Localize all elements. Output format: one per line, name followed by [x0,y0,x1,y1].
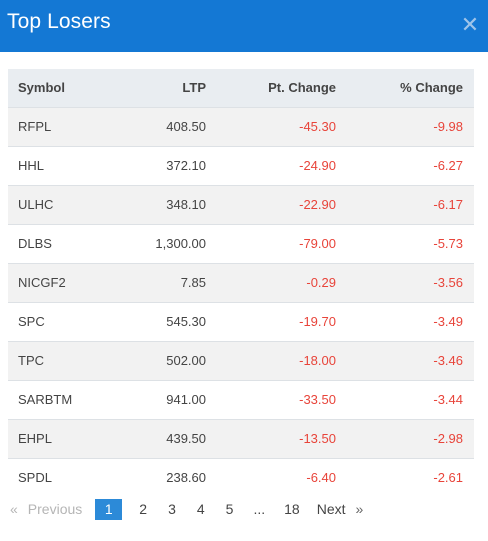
losers-table: Symbol LTP Pt. Change % Change RFPL 408.5… [8,69,474,497]
table-row[interactable]: SPDL 238.60 -6.40 -2.61 [8,457,474,497]
table-row[interactable]: HHL 372.10 -24.90 -6.27 [8,145,474,185]
pt-change-cell: -45.30 [206,106,336,146]
table-row[interactable]: NICGF2 7.85 -0.29 -3.56 [8,262,474,302]
pt-change-cell: -18.00 [206,340,336,380]
page-button-3[interactable]: 3 [168,500,176,517]
symbol-cell[interactable]: SPC [8,301,128,341]
header-ltp[interactable]: LTP [182,80,206,96]
header-pt-change[interactable]: Pt. Change [268,80,336,96]
losers-table-container: Symbol LTP Pt. Change % Change RFPL 408.5… [8,69,474,497]
ltp-cell: 439.50 [128,418,206,458]
table-body: RFPL 408.50 -45.30 -9.98 HHL 372.10 -24.90 -6.2… [8,106,474,497]
pt-change-cell: -19.70 [206,301,336,341]
table-row[interactable]: RFPL 408.50 -45.30 -9.98 [8,106,474,146]
symbol-cell[interactable]: DLBS [8,223,128,263]
pt-change-cell: -79.00 [206,223,336,263]
previous-page-button: « Previous [10,501,82,517]
previous-label: Previous [27,501,83,517]
symbol-cell[interactable]: ULHC [8,184,128,224]
pt-change-cell: -13.50 [206,418,336,458]
symbol-cell[interactable]: NICGF2 [8,262,128,302]
pt-change-cell: -0.29 [206,262,336,302]
symbol-cell[interactable]: EHPL [8,418,128,458]
page-button-5[interactable]: 5 [225,500,234,517]
pct-change-cell: -2.98 [336,418,474,458]
table-row[interactable]: TPC 502.00 -18.00 -3.46 [8,340,474,380]
pct-change-cell: -9.98 [336,106,474,146]
symbol-cell[interactable]: SARBTM [8,379,128,419]
next-arrow-icon: » [355,501,364,517]
ltp-cell: 941.00 [128,379,206,419]
pct-change-cell: -2.61 [336,457,474,497]
ltp-cell: 372.10 [128,145,206,185]
pct-change-cell: -6.27 [336,145,474,185]
ltp-cell: 7.85 [128,262,206,302]
pct-change-cell: -3.49 [336,301,474,341]
previous-arrow-icon: « [10,501,18,517]
symbol-cell[interactable]: TPC [8,340,128,380]
table-header: Symbol LTP Pt. Change % Change [8,69,474,107]
table-row[interactable]: SPC 545.30 -19.70 -3.49 [8,301,474,341]
page-ellipsis: ... [253,501,266,517]
table-row[interactable]: SARBTM 941.00 -33.50 -3.44 [8,379,474,419]
ltp-cell: 545.30 [128,301,206,341]
symbol-cell[interactable]: HHL [8,145,128,185]
page-button-2[interactable]: 2 [139,500,148,517]
pct-change-cell: -5.73 [336,223,474,263]
symbol-cell[interactable]: RFPL [8,106,128,146]
pct-change-cell: -3.56 [336,262,474,302]
close-icon[interactable]: ✕ [460,12,480,37]
page-button-1[interactable]: 1 [95,498,123,520]
header-pct-change[interactable]: % Change [400,80,463,96]
ltp-cell: 348.10 [128,184,206,224]
ltp-cell: 408.50 [128,106,206,146]
symbol-cell[interactable]: SPDL [8,457,128,497]
header-row: Symbol LTP Pt. Change % Change [8,69,474,107]
ltp-cell: 502.00 [128,340,206,380]
table-row[interactable]: DLBS 1,300.00 -79.00 -5.73 [8,223,474,263]
pt-change-cell: -24.90 [206,145,336,185]
table-row[interactable]: ULHC 348.10 -22.90 -6.17 [8,184,474,224]
header-symbol[interactable]: Symbol [18,80,65,96]
pct-change-cell: -6.17 [336,184,474,224]
pct-change-cell: -3.46 [336,340,474,380]
pagination: « Previous 1 2 3 4 5 ... 18 Next » [10,497,363,521]
next-page-button[interactable]: Next » [317,501,364,517]
modal-title: Top Losers [7,9,111,33]
modal-header: Top Losers ✕ [0,0,488,52]
table-row[interactable]: EHPL 439.50 -13.50 -2.98 [8,418,474,458]
pct-change-cell: -3.44 [336,379,474,419]
ltp-cell: 238.60 [128,457,206,497]
pt-change-cell: -33.50 [206,379,336,419]
pt-change-cell: -22.90 [206,184,336,224]
page-button-4[interactable]: 4 [196,500,205,517]
pt-change-cell: -6.40 [206,457,336,497]
page-button-18[interactable]: 18 [284,500,300,517]
next-label: Next [316,501,346,517]
ltp-cell: 1,300.00 [128,223,206,263]
